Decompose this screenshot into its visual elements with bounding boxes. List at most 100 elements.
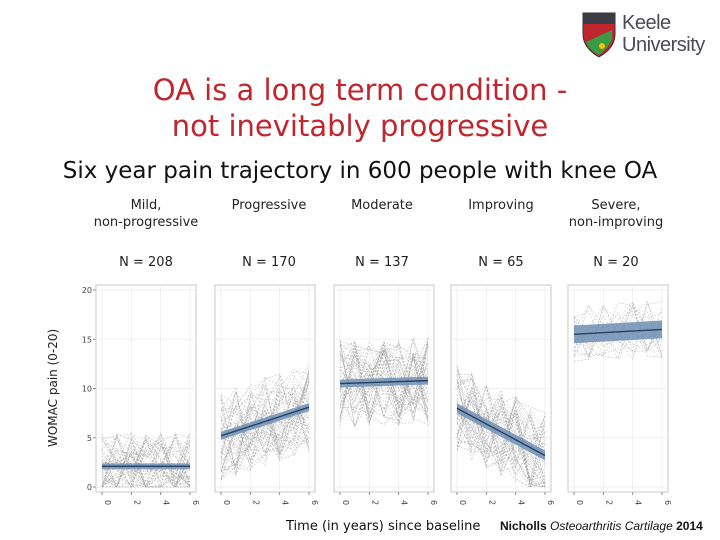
individual-trajectory (101, 433, 191, 488)
keele-university-logo: Keele University (582, 10, 705, 62)
x-tick-label: 6 (191, 500, 200, 505)
individual-trajectory (339, 353, 429, 410)
individual-trajectory (220, 373, 310, 478)
individual-trajectory (220, 384, 310, 436)
individual-trajectory (220, 405, 310, 481)
individual-trajectory (220, 396, 310, 448)
individual-trajectory (456, 386, 546, 479)
individual-trajectory (220, 380, 310, 443)
individual-trajectory (456, 391, 546, 488)
x-tick-label: 0 (341, 500, 350, 505)
panel-4: 0 2 4 6 (567, 284, 672, 505)
individual-trajectory (101, 449, 191, 486)
panel-2: 0 2 4 6 (333, 284, 438, 505)
category-label-progressive: Progressive (209, 197, 329, 214)
individual-trajectory (573, 301, 663, 352)
logo-text: Keele University (622, 12, 705, 56)
individual-trajectory (456, 400, 546, 452)
trend-line (573, 328, 663, 336)
individual-trajectory (101, 440, 191, 488)
individual-trajectory (456, 374, 546, 488)
individual-trajectory (101, 433, 191, 473)
y-tick-label: 5 (87, 434, 92, 443)
individual-trajectory (220, 383, 310, 468)
individual-trajectory (456, 365, 546, 488)
individual-trajectory (456, 398, 546, 488)
individual-trajectory (339, 347, 429, 414)
individual-trajectory (220, 390, 310, 454)
x-axis-label: Time (in years) since baseline (286, 519, 481, 534)
title-line1: OA is a long term condition - (152, 73, 568, 107)
individual-trajectory (456, 396, 546, 468)
individual-trajectory (456, 409, 546, 477)
individual-trajectory (339, 336, 429, 413)
slide-title: OA is a long term condition - not inevit… (0, 72, 720, 144)
individual-trajectory (339, 348, 429, 404)
individual-trajectory (456, 369, 546, 474)
category-mild-line1: Mild, (130, 198, 162, 213)
x-tick-label: 0 (222, 500, 231, 505)
individual-trajectory (339, 354, 429, 426)
category-improving-line1: Improving (468, 198, 534, 213)
individual-trajectory (101, 435, 191, 488)
individual-trajectory (220, 371, 310, 446)
category-moderate-line1: Moderate (351, 198, 413, 213)
x-tick-label: 4 (400, 500, 409, 505)
individual-trajectory (101, 442, 191, 485)
title-line2: not inevitably progressive (171, 109, 549, 143)
individual-trajectory (456, 389, 546, 487)
individual-trajectory (339, 357, 429, 416)
individual-trajectory (220, 380, 310, 454)
x-tick-label: 4 (517, 500, 526, 505)
category-mild-line2: non-progressive (93, 215, 199, 230)
shield-icon (582, 12, 616, 58)
citation-journal: Osteoarthritis Cartilage (550, 519, 673, 533)
individual-trajectory (456, 408, 546, 448)
individual-trajectory (220, 368, 310, 477)
individual-trajectory (101, 434, 191, 488)
individual-trajectory (456, 378, 546, 461)
panel-1: 0 2 4 6 (214, 284, 319, 505)
individual-trajectory (456, 385, 546, 461)
individual-trajectory (220, 367, 310, 465)
individual-trajectory (220, 376, 310, 459)
individual-trajectory (339, 342, 429, 419)
x-tick-label: 6 (546, 500, 555, 505)
x-tick-label: 0 (575, 500, 584, 505)
n-count-severe: N = 20 (593, 255, 639, 270)
individual-trajectory (456, 398, 546, 488)
n-count-mild: N = 208 (119, 255, 173, 270)
trend-line (456, 407, 546, 457)
individual-trajectory (220, 426, 310, 454)
individual-trajectory (339, 349, 429, 412)
individual-trajectory (101, 431, 191, 488)
individual-trajectory (339, 338, 429, 427)
individual-trajectory (339, 356, 429, 423)
y-tick-label: 20 (82, 286, 92, 295)
individual-trajectory (339, 356, 429, 426)
individual-trajectory (101, 433, 191, 488)
individual-trajectory (339, 342, 429, 418)
individual-trajectory (456, 405, 546, 488)
x-tick-label: 4 (162, 500, 171, 505)
x-tick-label: 2 (604, 500, 613, 505)
individual-trajectory (456, 384, 546, 444)
individual-trajectory (101, 444, 191, 488)
x-tick-label: 0 (458, 500, 467, 505)
individual-trajectory (456, 412, 546, 488)
individual-trajectory (220, 404, 310, 462)
individual-trajectory (339, 356, 429, 418)
logo-text-line2: University (622, 34, 705, 56)
x-tick-label: 6 (663, 500, 672, 505)
individual-trajectory (101, 432, 191, 488)
individual-trajectory (456, 388, 546, 483)
individual-trajectory (573, 305, 663, 358)
category-severe-line1: Severe, (591, 198, 641, 213)
category-label-improving: Improving (441, 197, 561, 214)
x-tick-label: 2 (251, 500, 260, 505)
individual-trajectory (456, 395, 546, 459)
individual-trajectory (220, 371, 310, 480)
individual-trajectory (220, 407, 310, 461)
panel-3: 0 2 4 6 (450, 284, 555, 505)
